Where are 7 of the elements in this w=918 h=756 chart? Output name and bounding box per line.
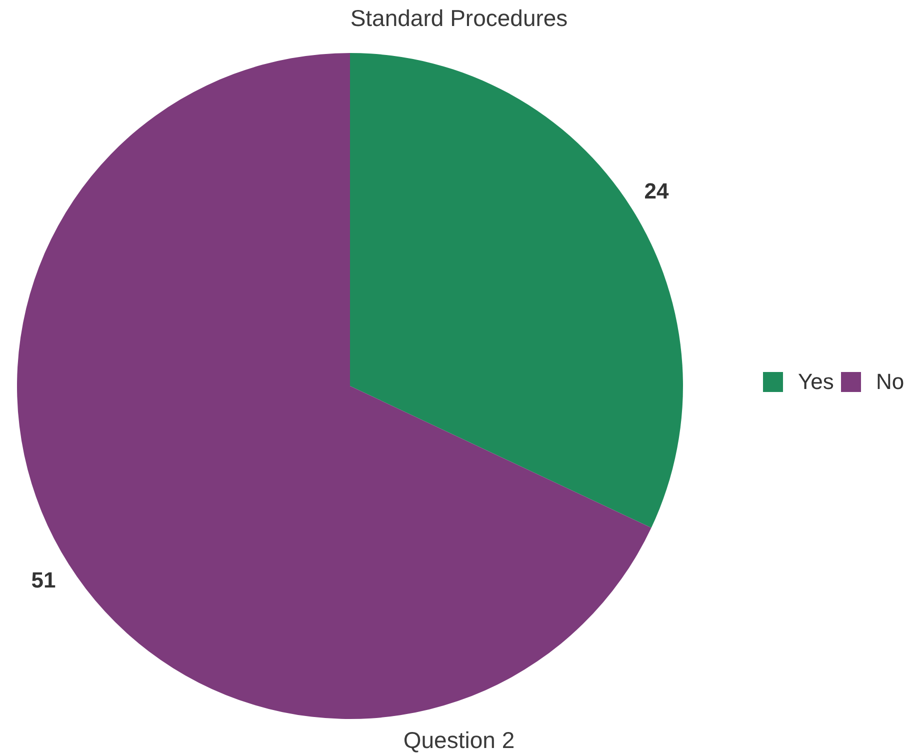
data-label: 24 [644,178,670,204]
chart-title: Standard Procedures [350,5,568,31]
data-label: 51 [31,568,56,593]
pie-slice [350,53,682,528]
legend-label: Yes [798,369,834,394]
legend-label: No [876,369,904,394]
text: Question 2 [403,727,515,753]
